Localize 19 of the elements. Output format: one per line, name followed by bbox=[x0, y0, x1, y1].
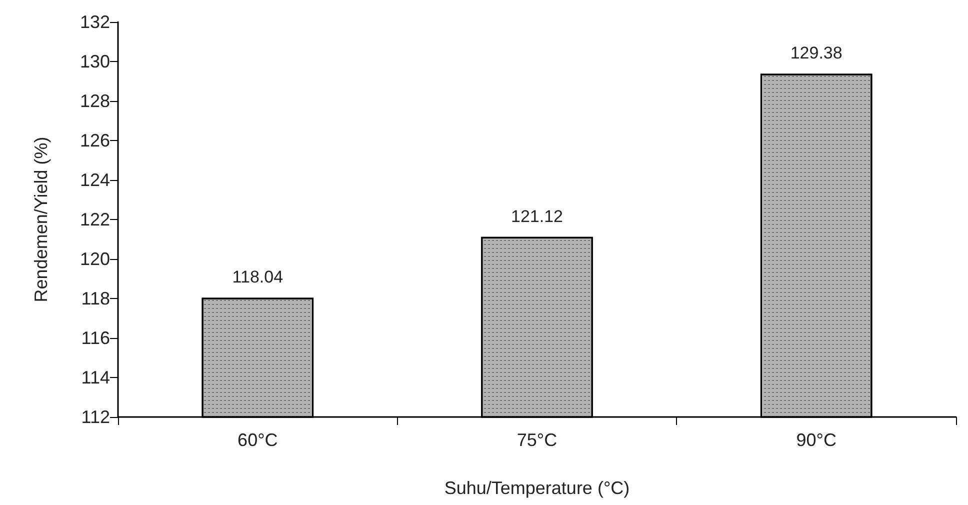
y-axis-title: Rendemen/Yield (%) bbox=[31, 136, 51, 302]
y-tick-label: 122 bbox=[80, 210, 110, 230]
data-label: 129.38 bbox=[790, 44, 842, 63]
y-tick-label: 130 bbox=[80, 52, 110, 72]
y-tick-label: 132 bbox=[80, 12, 110, 32]
y-tick-label: 116 bbox=[81, 328, 110, 348]
y-tick-label: 120 bbox=[80, 249, 110, 269]
y-tick-label: 128 bbox=[80, 91, 110, 111]
data-label: 121.12 bbox=[511, 206, 563, 226]
x-tick-label: 90°C bbox=[796, 430, 836, 450]
x-tick-label: 75°C bbox=[516, 430, 558, 450]
x-tick-label: 60°C bbox=[238, 430, 278, 450]
x-axis-title: Suhu/Temperature (°C) bbox=[444, 478, 630, 498]
y-tick-label: 112 bbox=[81, 407, 110, 427]
y-tick-label: 124 bbox=[80, 170, 110, 190]
y-tick-label: 114 bbox=[81, 368, 110, 388]
y-tick-label: 118 bbox=[81, 288, 110, 308]
data-label: 118.04 bbox=[232, 268, 284, 287]
y-tick-label: 126 bbox=[80, 130, 110, 150]
